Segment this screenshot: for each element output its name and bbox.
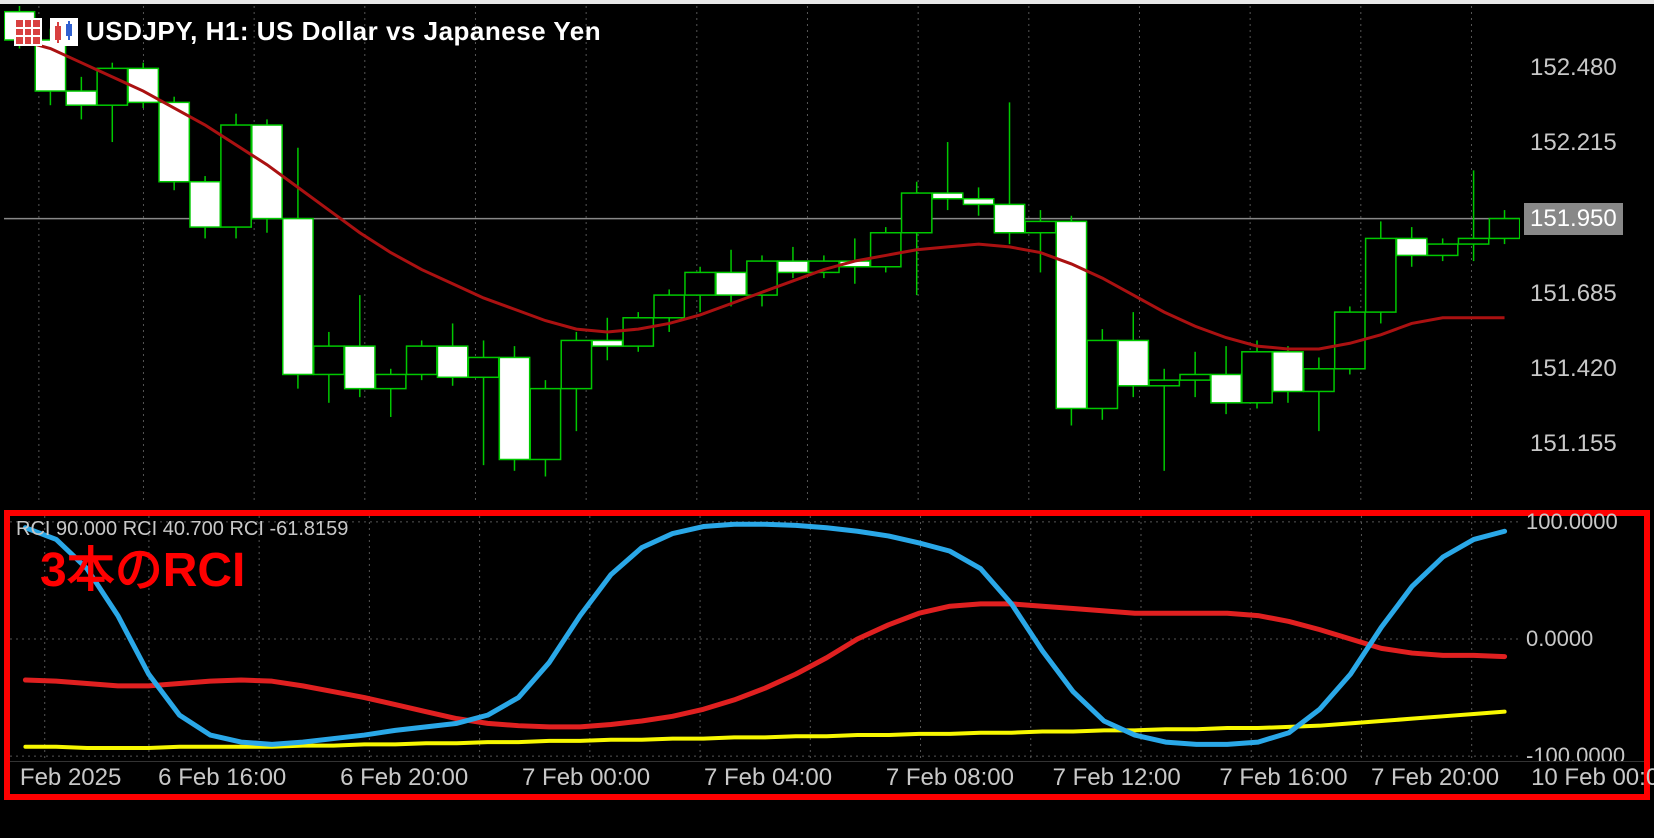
time-tick: 6 Feb 20:00 xyxy=(340,764,468,792)
time-tick: 7 Feb 12:00 xyxy=(1053,764,1181,792)
indicator-y-axis: 100.00000.0000-100.0000 xyxy=(1520,516,1644,762)
annotation-label: 3本のRCI xyxy=(40,530,245,600)
time-tick: 10 Feb 00:00 xyxy=(1531,764,1654,792)
price-chart[interactable] xyxy=(4,6,1520,502)
indicator-y-tick: 0.0000 xyxy=(1526,626,1593,652)
time-tick: Feb 2025 xyxy=(20,764,121,792)
price-y-tick: 152.480 xyxy=(1530,54,1617,82)
price-y-tick: 151.950 xyxy=(1524,203,1623,235)
time-tick: 6 Feb 16:00 xyxy=(158,764,286,792)
indicator-panel-highlighted: 100.00000.0000-100.0000 RCI 90.000 RCI 4… xyxy=(4,510,1650,800)
candle-icon xyxy=(50,18,78,46)
time-tick: 7 Feb 08:00 xyxy=(886,764,1014,792)
indicator-y-tick: 100.0000 xyxy=(1526,509,1618,535)
price-y-tick: 152.215 xyxy=(1530,129,1617,157)
time-tick: 7 Feb 20:00 xyxy=(1371,764,1499,792)
price-y-tick: 151.685 xyxy=(1530,280,1617,308)
price-y-axis: 152.480 152.215 151.950 151.685 151.420 151.1… xyxy=(1520,6,1652,502)
time-axis: Feb 2025 6 Feb 16:00 6 Feb 20:00 7 Feb 00:0… xyxy=(10,761,1644,794)
time-tick: 7 Feb 00:00 xyxy=(522,764,650,792)
price-y-tick: 151.420 xyxy=(1530,355,1617,383)
title-bar: USDJPY, H1: US Dollar vs Japanese Yen xyxy=(14,16,601,47)
chart-window[interactable]: USDJPY, H1: US Dollar vs Japanese Yen 15… xyxy=(0,0,1654,838)
chart-title: USDJPY, H1: US Dollar vs Japanese Yen xyxy=(86,16,601,47)
price-y-tick: 151.155 xyxy=(1530,430,1617,458)
time-tick: 7 Feb 16:00 xyxy=(1219,764,1347,792)
window-top-border xyxy=(0,0,1654,4)
grid-icon xyxy=(14,18,42,46)
time-tick: 7 Feb 04:00 xyxy=(704,764,832,792)
